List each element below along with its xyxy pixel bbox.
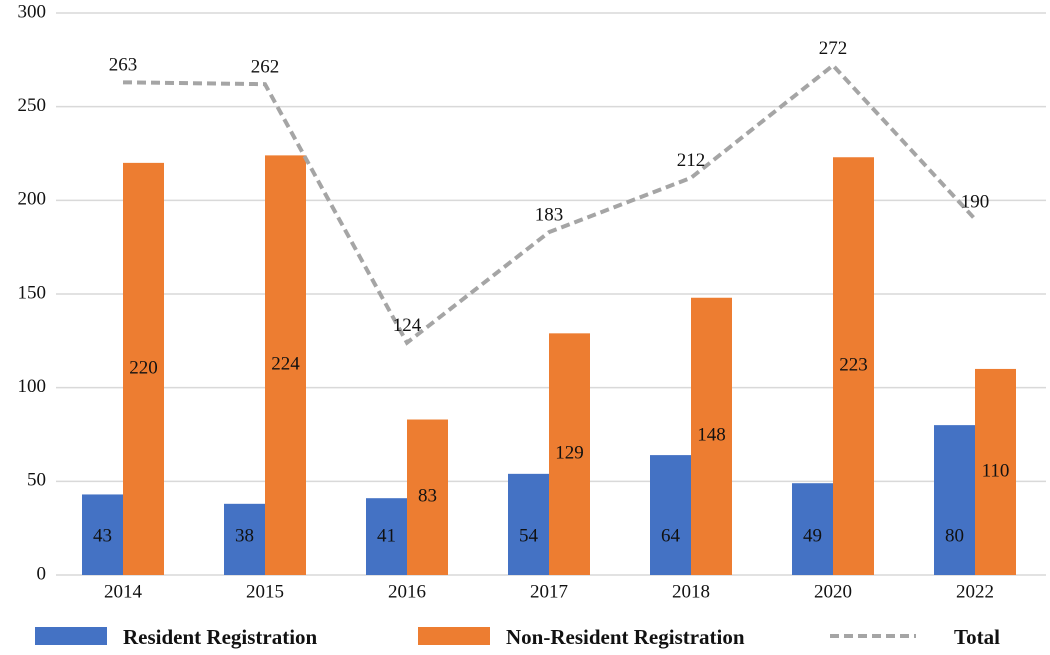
x-tick-label: 2015 — [246, 581, 284, 602]
bar-value-label: 110 — [982, 460, 1010, 481]
bar-value-label: 64 — [661, 525, 681, 546]
bar-value-label: 83 — [418, 486, 437, 507]
bar — [934, 425, 975, 575]
x-tick-label: 2014 — [104, 581, 143, 602]
line-value-label: 272 — [819, 38, 848, 59]
bar-value-label: 43 — [93, 525, 112, 546]
bar-value-label: 148 — [697, 425, 726, 446]
bar — [650, 455, 691, 575]
line-value-label: 124 — [393, 315, 422, 336]
y-tick-label: 150 — [18, 282, 47, 303]
x-tick-label: 2017 — [530, 581, 568, 602]
y-tick-label: 100 — [18, 376, 47, 397]
x-tick-label: 2022 — [956, 581, 994, 602]
page: {"chart_data": {"type": "bar", "categori… — [0, 0, 1050, 655]
y-tick-label: 50 — [27, 470, 46, 491]
legend-label: Resident Registration — [123, 625, 318, 649]
y-tick-label: 300 — [18, 1, 47, 22]
line-value-label: 190 — [961, 191, 990, 212]
line-value-label: 263 — [109, 55, 138, 76]
line-value-label: 212 — [677, 150, 706, 171]
bar-value-label: 38 — [235, 525, 254, 546]
bar-value-label: 80 — [945, 525, 964, 546]
legend-label: Total — [954, 625, 1000, 649]
bar-value-label: 224 — [271, 354, 300, 375]
legend-label: Non-Resident Registration — [506, 625, 745, 649]
y-tick-label: 200 — [18, 189, 47, 210]
chart: 0 50 100 150 200 250 300 2014 2015 2016 2017 2018 20… — [0, 0, 1050, 655]
bar-value-label: 54 — [519, 525, 539, 546]
bar-value-label: 129 — [555, 443, 584, 464]
bar-value-label: 41 — [377, 525, 396, 546]
legend-swatch — [418, 627, 490, 645]
y-tick-label: 0 — [37, 563, 47, 584]
x-tick-label: 2020 — [814, 581, 852, 602]
legend-swatch — [35, 627, 107, 645]
bar-value-label: 220 — [129, 357, 158, 378]
line-value-label: 262 — [251, 57, 280, 78]
y-tick-label: 250 — [18, 95, 47, 116]
x-tick-label: 2016 — [388, 581, 426, 602]
bar-value-label: 223 — [839, 354, 868, 375]
x-tick-label: 2018 — [672, 581, 710, 602]
line-value-label: 183 — [535, 205, 564, 226]
bar-value-label: 49 — [803, 525, 822, 546]
